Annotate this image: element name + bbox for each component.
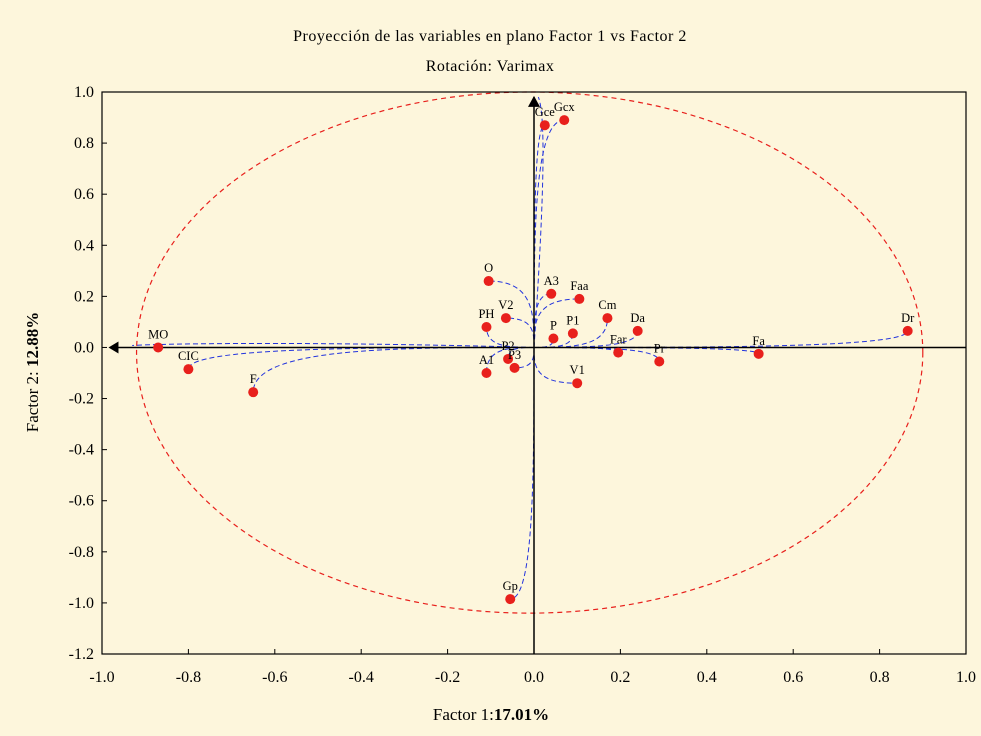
points-layer bbox=[153, 115, 913, 605]
point-label-far: Far bbox=[610, 333, 628, 347]
point-label-cm: Cm bbox=[598, 298, 616, 312]
y-tick-label: 0.6 bbox=[74, 186, 94, 203]
data-point-dr bbox=[902, 325, 913, 336]
data-point-f bbox=[248, 387, 259, 398]
point-label-fa: Fa bbox=[752, 334, 765, 348]
y-tick-label: -0.4 bbox=[69, 442, 94, 459]
data-point-a1 bbox=[481, 368, 492, 378]
point-label-o: O bbox=[484, 261, 493, 275]
chart-subtitle: Rotación: Varimax bbox=[426, 58, 555, 75]
x-axis-title-value: 17.01% bbox=[494, 705, 549, 724]
x-tick-label: 0.2 bbox=[610, 669, 630, 686]
data-point-gce bbox=[539, 120, 550, 131]
rotation-path-pr bbox=[533, 346, 660, 362]
data-point-cm bbox=[602, 313, 613, 324]
rotation-path-faa bbox=[533, 298, 580, 348]
y-tick-label: -0.8 bbox=[69, 544, 94, 561]
point-label-a1: A1 bbox=[479, 353, 494, 367]
data-point-gcx bbox=[559, 115, 570, 126]
data-point-mo bbox=[153, 342, 164, 353]
data-point-ph bbox=[481, 322, 492, 333]
data-point-faa bbox=[574, 293, 585, 304]
y-tick-label: 1.0 bbox=[74, 84, 94, 101]
point-label-da: Da bbox=[630, 311, 645, 325]
data-point-cic bbox=[183, 364, 194, 375]
rotation-path-ph bbox=[485, 327, 535, 348]
y-tick-label: -1.2 bbox=[69, 646, 94, 663]
rotation-path-gcx bbox=[533, 119, 565, 348]
point-label-gp: Gp bbox=[503, 579, 518, 593]
y-tick-label: -1.0 bbox=[69, 595, 94, 612]
tick-layer: -1.0 -0.8 -0.6 -0.4 -0.2 0.0 0.2 0.4 0.6 0.8 1.0 1.… bbox=[69, 84, 976, 686]
y-tick-label: -0.2 bbox=[69, 391, 94, 408]
data-point-far bbox=[613, 347, 624, 358]
data-point-p2 bbox=[503, 353, 514, 364]
point-label-v1: V1 bbox=[570, 363, 585, 377]
y-tick-label: -0.6 bbox=[69, 493, 94, 510]
point-label-cic: CIC bbox=[178, 349, 199, 363]
point-label-f: F bbox=[250, 372, 257, 386]
point-label-dr: Dr bbox=[901, 311, 915, 325]
x-tick-label: 0.4 bbox=[697, 669, 717, 686]
y-axis-title-value: 12.88% bbox=[23, 312, 42, 367]
data-point-da bbox=[632, 325, 643, 336]
point-label-gcx: Gcx bbox=[554, 100, 576, 114]
point-label-p2: P2 bbox=[501, 339, 514, 353]
point-label-ph: PH bbox=[478, 307, 494, 321]
x-tick-label: -0.4 bbox=[349, 669, 374, 686]
data-point-v1 bbox=[572, 378, 583, 389]
point-label-p: P bbox=[550, 319, 557, 333]
data-point-p bbox=[548, 333, 559, 344]
y-axis-arrowhead bbox=[528, 95, 540, 107]
rotation-path-dr bbox=[533, 330, 909, 348]
data-point-pr bbox=[654, 356, 665, 367]
data-point-p3 bbox=[509, 362, 520, 373]
y-axis-title: Factor 2: 12.88% bbox=[23, 312, 42, 432]
x-axis-title: Factor 1:17.01% bbox=[433, 705, 549, 724]
x-tick-label: 0.8 bbox=[870, 669, 890, 686]
x-tick-label: -0.2 bbox=[435, 669, 460, 686]
rotation-path-far bbox=[533, 346, 619, 354]
data-point-v2 bbox=[500, 313, 511, 324]
x-axis-arrowhead bbox=[108, 341, 119, 354]
rotation-path-gp bbox=[510, 347, 535, 600]
x-tick-label: -0.6 bbox=[262, 669, 287, 686]
point-label-faa: Faa bbox=[570, 279, 589, 293]
point-label-gce: Gce bbox=[535, 105, 556, 119]
correlation-ellipse bbox=[135, 91, 924, 614]
data-point-gp bbox=[505, 594, 516, 605]
y-axis-title-prefix: Factor 2: bbox=[23, 367, 42, 432]
axes-layer bbox=[108, 95, 966, 654]
x-tick-label: 1.0 bbox=[956, 669, 976, 686]
point-label-p3: P3 bbox=[508, 348, 521, 362]
rotation-path-a1 bbox=[485, 346, 535, 374]
rotation-path-x-guide bbox=[132, 342, 535, 348]
point-label-p1: P1 bbox=[566, 313, 579, 327]
rotation-path-y-guide bbox=[533, 96, 544, 348]
rotation-path-f bbox=[252, 346, 535, 393]
chart-title: Proyección de las variables en plano Fac… bbox=[293, 28, 687, 45]
correlation-circle-layer bbox=[135, 91, 924, 614]
y-tick-label: 0.2 bbox=[74, 288, 94, 305]
data-point-a3 bbox=[546, 288, 557, 299]
x-tick-label: -1.0 bbox=[89, 669, 114, 686]
x-tick-label: 0.0 bbox=[524, 669, 544, 686]
point-label-pr: Pr bbox=[654, 342, 666, 356]
data-point-o bbox=[483, 276, 494, 287]
x-axis-title-prefix: Factor 1: bbox=[433, 705, 494, 724]
y-tick-label: 0.0 bbox=[74, 339, 94, 356]
data-point-p1 bbox=[567, 328, 578, 339]
x-tick-label: 0.6 bbox=[783, 669, 803, 686]
y-tick-label: 0.4 bbox=[74, 237, 94, 254]
data-point-fa bbox=[753, 348, 764, 359]
point-label-v2: V2 bbox=[498, 298, 513, 312]
point-label-a3: A3 bbox=[544, 274, 559, 288]
rotation-path-o bbox=[488, 280, 535, 348]
point-label-mo: MO bbox=[148, 327, 168, 341]
x-tick-label: -0.8 bbox=[176, 669, 201, 686]
y-tick-label: 0.8 bbox=[74, 135, 94, 152]
